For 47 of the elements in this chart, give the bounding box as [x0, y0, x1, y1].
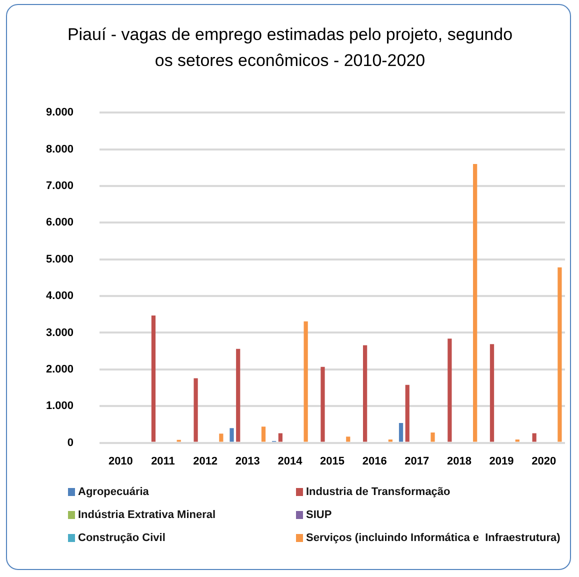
y-tick-label: 3.000: [46, 326, 74, 339]
bar: [219, 434, 224, 442]
bar: [304, 321, 308, 442]
y-tick-label: 1.000: [46, 400, 74, 412]
legend-label: Industria de Transformação: [306, 486, 450, 498]
x-tick-label: 2010: [108, 455, 133, 468]
bar: [236, 348, 240, 442]
bar: [230, 428, 234, 442]
bar: [448, 338, 452, 442]
y-tick-label: 8.000: [46, 143, 74, 156]
legend-label: Construção Civil: [78, 532, 166, 544]
bar: [194, 378, 198, 442]
bar: [261, 426, 266, 442]
x-tick-label: 2014: [278, 455, 304, 468]
x-tick-label: 2012: [193, 455, 218, 468]
y-tick-label: 2.000: [46, 363, 74, 376]
y-tick-label: 6.000: [46, 216, 74, 229]
y-tick-label: 7.000: [46, 180, 74, 192]
bar: [473, 164, 478, 442]
bar: [398, 422, 404, 442]
bar: [405, 384, 410, 442]
bar: [490, 344, 494, 442]
legend-label: SIUP: [306, 509, 332, 521]
x-tick-label: 2019: [489, 455, 514, 468]
y-tick-label: 9.000: [46, 106, 74, 119]
bar: [278, 433, 282, 442]
x-tick-label: 2016: [362, 455, 387, 468]
legend-label: Serviços (incluindo Informática e Infraestrutura): [306, 532, 560, 544]
bar: [362, 345, 368, 442]
y-tick-label: 4.000: [46, 290, 74, 302]
legend-label: Agropecuária: [78, 486, 149, 498]
bar: [151, 315, 156, 442]
chart-title: Piauí - vagas de emprego estimadas pelo projeto, segundo os setores econômicos - 2010-2020: [66, 24, 514, 72]
x-tick-label: 2020: [532, 455, 556, 468]
y-tick-label: 5.000: [46, 253, 74, 266]
bar: [558, 267, 562, 442]
bar: [346, 436, 350, 442]
bar: [320, 366, 325, 442]
x-tick-label: 2018: [446, 455, 472, 468]
legend-label: Indústria Extrativa Mineral: [78, 509, 216, 521]
x-tick-label: 2013: [235, 455, 260, 468]
bar: [532, 433, 536, 442]
x-tick-label: 2015: [320, 455, 345, 468]
bar: [430, 432, 435, 442]
x-tick-label: 2011: [151, 455, 175, 468]
y-tick-label: 0: [67, 436, 74, 449]
x-tick-label: 2017: [404, 455, 430, 468]
